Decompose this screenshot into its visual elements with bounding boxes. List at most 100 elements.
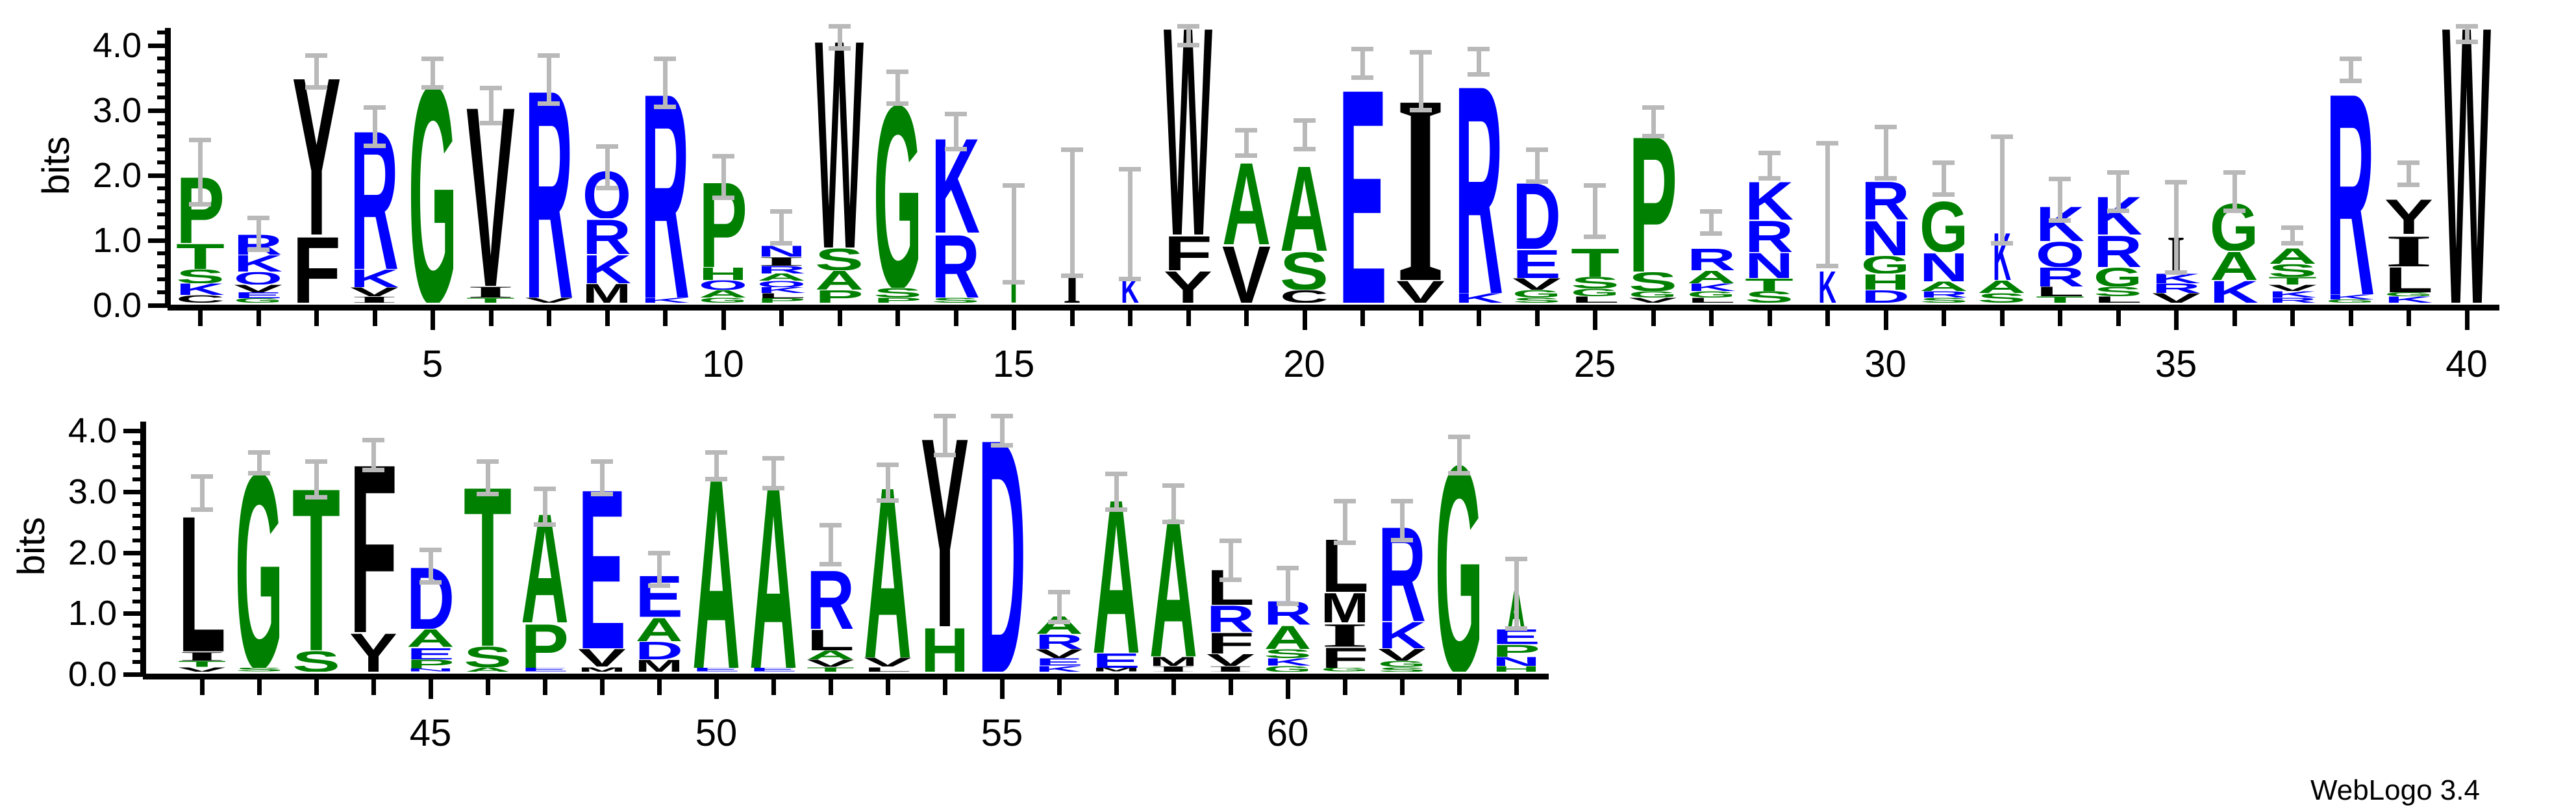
svg-text:T: T (807, 667, 855, 672)
svg-text:V: V (1207, 653, 1255, 666)
error-bar-stem (953, 114, 958, 149)
svg-text:Y: Y (349, 632, 397, 672)
error-bar-stem (600, 461, 605, 495)
letter-glyph-R: R (1455, 79, 1503, 293)
logo-letter-V: V (1206, 653, 1255, 666)
y-minor-tick (132, 514, 143, 518)
letter-glyph-N: N (1492, 657, 1540, 666)
logo-letter-G: G (1919, 200, 1969, 252)
error-bar-cap-top (1048, 590, 1070, 595)
letter-glyph-H: H (1492, 666, 1540, 672)
letter-glyph-W: W (2442, 17, 2492, 303)
svg-text:L: L (2036, 286, 2085, 296)
svg-text:Y: Y (2384, 198, 2433, 234)
logo-letter-C: C (1279, 290, 1329, 303)
letter-glyph-Q: Q (2036, 241, 2084, 267)
letter-glyph-L: L (178, 511, 226, 652)
error-bar-cap-top (305, 53, 327, 58)
y-minor-tick (157, 225, 168, 229)
logo-letter-T: T (177, 661, 227, 666)
error-bar-cap-bottom (2339, 79, 2362, 83)
svg-text:V: V (234, 285, 282, 292)
logo-letter-K: K (2209, 280, 2259, 303)
logo-letter-W: W (1163, 20, 1213, 235)
x-tick (314, 311, 319, 326)
logo-letter-C: C (175, 295, 225, 303)
logo-letter-A: A (692, 473, 741, 668)
letter-glyph-R: R (2268, 298, 2317, 303)
error-bar-cap-top (189, 138, 211, 142)
x-tick (486, 679, 490, 695)
letter-glyph-A: A (406, 629, 455, 647)
svg-text:G: G (1629, 291, 1677, 298)
logo-letter-T: T (292, 483, 341, 650)
logo-letter-M: M (1320, 592, 1369, 622)
svg-text:V: V (1035, 649, 1083, 658)
error-bar-cap-bottom (1162, 519, 1184, 524)
error-bar-stem (1883, 127, 1888, 179)
x-tick (1302, 311, 1307, 330)
error-bar-stem (2348, 58, 2353, 81)
svg-text:C: C (1280, 290, 1329, 303)
letter-glyph-Y: Y (292, 72, 341, 235)
svg-text:K: K (641, 298, 690, 303)
x-tick (1942, 311, 1946, 326)
letter-glyph-S: S (176, 269, 225, 283)
letter-glyph-F: F (292, 235, 341, 303)
x-tick (547, 311, 551, 326)
letter-glyph-H: H (699, 267, 747, 280)
logo-letter-A: A (2209, 251, 2259, 280)
logo-letter-V: V (2268, 285, 2318, 291)
svg-text:T: T (178, 661, 226, 666)
error-bar-cap-top (1468, 47, 1490, 51)
error-bar-cap-top (2455, 24, 2478, 29)
error-bar-stem (257, 451, 262, 474)
error-bar-stem (1128, 169, 1132, 279)
error-bar-stem (372, 107, 377, 146)
error-bar-cap-top (1990, 134, 2013, 139)
svg-text:G: G (1687, 291, 1736, 298)
error-bar-cap-bottom (705, 477, 727, 481)
logo-letter-H: H (920, 626, 969, 672)
error-bar-cap-bottom (1003, 280, 1025, 285)
error-bar-cap-bottom (248, 470, 270, 476)
logo-letter-G: G (1512, 290, 1562, 298)
error-bar-cap-bottom (1177, 43, 1199, 47)
letter-glyph-K: K (2384, 296, 2433, 303)
letter-glyph-S: S (873, 288, 923, 298)
svg-text:R: R (2268, 298, 2317, 303)
svg-text:Q: Q (699, 280, 747, 290)
letter-glyph-G: G (699, 298, 747, 303)
error-bar-cap-bottom (2107, 209, 2129, 213)
svg-text:G: G (1321, 668, 1369, 672)
letter-glyph-A: A (699, 290, 747, 298)
svg-text:E: E (1092, 653, 1140, 668)
error-bar-cap-top (1060, 147, 1083, 152)
error-bar-cap-bottom (648, 583, 670, 589)
logo-letter-A: A (1092, 494, 1141, 653)
y-major-tick (123, 550, 143, 555)
svg-text:H: H (699, 267, 747, 280)
error-bar-cap-bottom (934, 452, 956, 457)
error-bar-stem (2407, 162, 2411, 185)
letter-glyph-V: V (178, 667, 226, 672)
logo-letter-Y: Y (2384, 198, 2434, 234)
error-bar-cap-top (1162, 483, 1184, 488)
svg-text:V: V (2152, 293, 2201, 303)
y-tick-label: 0.0 (92, 286, 142, 325)
logo-letter-K: K (931, 135, 981, 233)
letter-glyph-S: S (1512, 298, 1561, 303)
svg-text:R: R (807, 568, 855, 629)
svg-text:G: G (1919, 200, 1968, 252)
svg-text:R: R (641, 86, 690, 298)
svg-text:A: A (807, 650, 855, 659)
svg-text:L: L (1687, 298, 1736, 303)
x-tick (600, 679, 605, 695)
letter-glyph-K: K (641, 298, 690, 303)
letter-glyph-G: G (1512, 290, 1561, 298)
error-bar-cap-top (934, 413, 956, 418)
letter-glyph-R: R (2094, 235, 2142, 267)
error-bar-stem (2058, 179, 2062, 221)
y-major-tick (123, 611, 143, 616)
x-axis-row1 (168, 305, 2500, 311)
